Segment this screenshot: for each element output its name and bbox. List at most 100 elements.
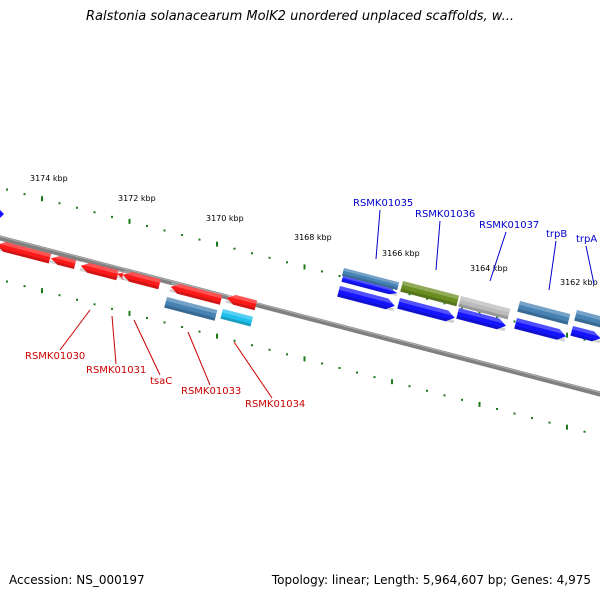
kbp-label: 3164 kbp	[470, 264, 508, 273]
leader-line	[375, 209, 381, 260]
scale-tick	[41, 196, 43, 202]
scale-tick	[23, 193, 26, 196]
scale-tick	[426, 297, 428, 300]
scale-tick	[128, 218, 131, 224]
scale-tick	[496, 315, 498, 318]
gene-feature[interactable]	[458, 296, 511, 320]
scale-tick	[548, 421, 551, 424]
gene-feature[interactable]	[570, 326, 600, 344]
gene-feature[interactable]	[397, 298, 457, 324]
gene-label[interactable]: RSMK01033	[181, 386, 241, 397]
gene-label[interactable]: trpB	[546, 229, 567, 240]
scale-tick	[496, 407, 498, 410]
kbp-label: 3162 kbp	[560, 278, 598, 287]
scale-tick	[408, 293, 411, 296]
scale-tick	[93, 211, 96, 214]
gene-feature[interactable]	[121, 270, 161, 290]
scale-tick	[128, 310, 131, 316]
scale-tick	[391, 379, 393, 385]
gene-label[interactable]: RSMK01034	[245, 399, 305, 410]
scale-tick	[583, 338, 586, 341]
leader-line	[435, 220, 441, 271]
scale-tick	[338, 367, 341, 370]
gene-feature[interactable]	[79, 261, 119, 281]
scale-tick	[461, 306, 463, 309]
gene-feature[interactable]	[337, 286, 397, 312]
gene-label[interactable]: RSMK01031	[86, 365, 146, 376]
backbone-line	[0, 235, 600, 397]
leader-line	[111, 315, 117, 365]
scale-tick	[251, 344, 253, 347]
gene-feature[interactable]	[49, 254, 77, 270]
kbp-label: 3168 kbp	[294, 233, 332, 242]
scale-tick	[76, 298, 78, 301]
gene-feature[interactable]	[514, 318, 568, 342]
scale-tick	[303, 264, 306, 270]
backbone-highlight	[0, 235, 600, 394]
scale-tick	[286, 261, 288, 264]
scale-tick	[233, 339, 236, 342]
scale-tick	[111, 215, 113, 218]
scale-tick	[181, 234, 183, 237]
leader-line	[585, 245, 595, 285]
gene-feature[interactable]	[220, 309, 254, 327]
gene-feature[interactable]	[341, 276, 399, 297]
accession-text: Accession: NS_000197	[9, 573, 145, 587]
scale-tick	[163, 321, 166, 324]
gene-label[interactable]: RSMK01035	[353, 198, 413, 209]
scale-tick	[111, 307, 113, 310]
scale-tick	[76, 206, 78, 209]
kbp-label: 3170 kbp	[206, 214, 244, 223]
scale-tick	[58, 294, 61, 297]
gene-feature[interactable]	[169, 282, 223, 305]
scale-tick	[268, 348, 271, 351]
scale-tick	[6, 280, 8, 283]
scale-tick	[181, 326, 183, 329]
scale-tick	[216, 333, 218, 339]
scale-tick	[198, 238, 201, 241]
gene-feature[interactable]	[115, 270, 126, 280]
gene-label[interactable]: tsaC	[150, 376, 172, 387]
scale-tick	[146, 224, 148, 227]
gene-label[interactable]: trpA	[576, 234, 597, 245]
scale-tick	[216, 241, 218, 247]
leader-line	[187, 331, 211, 386]
edge-marker	[0, 210, 4, 218]
gene-feature[interactable]	[517, 301, 571, 325]
scale-tick	[583, 430, 586, 433]
scale-labels: 3174 kbp 3172 kbp 3170 kbp 3168 kbp 3166 kbp…	[30, 174, 598, 287]
scale-tick	[41, 288, 43, 294]
scale-tick	[198, 330, 201, 333]
leader-line	[489, 231, 507, 282]
gene-label[interactable]: RSMK01036	[415, 209, 475, 220]
scale-tick	[566, 424, 568, 430]
leader-line	[133, 319, 161, 376]
map-title: Ralstonia solanacearum MolK2 unordered u…	[85, 9, 514, 24]
gene-feature[interactable]	[341, 268, 400, 291]
gene-label[interactable]: RSMK01037	[479, 220, 539, 231]
scale-tick	[461, 398, 463, 401]
scale-tick	[268, 256, 271, 259]
scale-tick	[93, 303, 96, 306]
gene-feature[interactable]	[400, 281, 460, 307]
kbp-label: 3174 kbp	[30, 174, 68, 183]
scale-tick	[233, 247, 236, 250]
scale-tick	[251, 252, 253, 255]
scale-tick	[513, 412, 516, 415]
scale-tick	[531, 417, 533, 420]
gene-features	[0, 210, 600, 344]
gene-label[interactable]: RSMK01030	[25, 351, 85, 362]
leader-line	[233, 341, 273, 399]
scale-tick	[286, 353, 288, 356]
scale-tick	[163, 229, 166, 232]
gene-feature[interactable]	[225, 293, 258, 311]
gene-feature[interactable]	[164, 297, 218, 321]
gene-feature[interactable]	[574, 310, 600, 329]
gene-feature[interactable]	[456, 308, 508, 332]
genome-backbone	[0, 235, 600, 397]
scale-tick	[426, 389, 428, 392]
gene-feature[interactable]	[0, 240, 52, 264]
leader-line	[59, 309, 91, 351]
